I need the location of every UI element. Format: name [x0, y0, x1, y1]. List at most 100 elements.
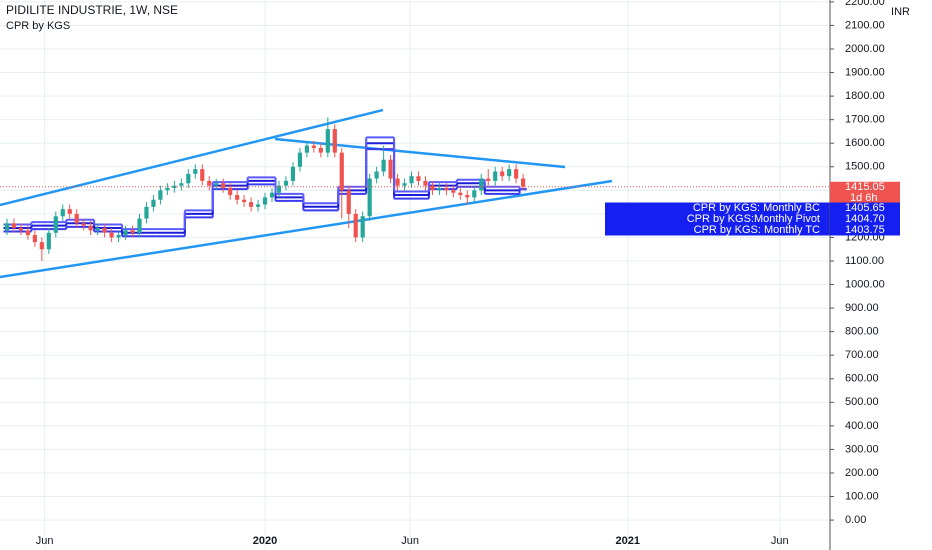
indicator-value-box [830, 202, 900, 214]
x-tick-label: Jun [36, 535, 54, 547]
last-price-label: 1415.05 [845, 181, 885, 193]
last-price-box [830, 181, 900, 204]
y-tick-label: 1900.00 [845, 66, 885, 78]
candle-body [39, 242, 44, 250]
candle-body [423, 180, 428, 186]
indicator-label-box [605, 224, 830, 236]
y-tick-label: 1500.00 [845, 161, 885, 173]
candle-body [339, 152, 344, 191]
candle-body [242, 199, 247, 203]
axis-layer: 0.00 100.00 200.00 300.00 400.00 500.00 600.00… [36, 0, 900, 547]
candle-body [221, 183, 226, 188]
candle-body [11, 223, 17, 229]
y-tick-label: 400.00 [845, 420, 879, 432]
indicator-label: CPR by KGS: Monthly TC [694, 224, 820, 236]
indicator-value-box [830, 224, 900, 236]
y-tick-label: 1600.00 [845, 137, 885, 149]
candle-body [353, 213, 358, 238]
candle-body [235, 195, 240, 200]
candle-body [297, 152, 303, 167]
y-tick-label: 600.00 [845, 373, 879, 385]
candle-body [444, 187, 449, 191]
candle-body [500, 171, 505, 177]
candle-body [416, 176, 421, 181]
chart-title: PIDILITE INDUSTRIE, 1W, NSE [6, 3, 178, 17]
candle-body [255, 204, 261, 207]
y-tick-label: 500.00 [845, 396, 879, 408]
candle-body [165, 187, 170, 191]
candle-body [25, 230, 30, 236]
candle-body [402, 183, 407, 186]
candle-body [409, 176, 414, 184]
x-tick-label: Jun [771, 535, 789, 547]
trend-line [274, 137, 566, 169]
y-tick-label: 1700.00 [845, 114, 885, 126]
y-tick-label: 800.00 [845, 326, 879, 338]
y-tick-label: 0.00 [845, 514, 866, 526]
candle-body [388, 159, 393, 179]
candle-body [158, 190, 163, 200]
candle-body [151, 199, 156, 207]
candle-body [395, 178, 400, 186]
candle-body [207, 180, 212, 186]
candle-body [325, 129, 330, 153]
trend-line [0, 179, 613, 279]
candle-body [486, 178, 491, 181]
y-tick-label: 1100.00 [845, 255, 884, 267]
candle-body [116, 235, 121, 238]
candle-body [346, 190, 351, 214]
candle-body [381, 159, 386, 172]
candle-body [283, 180, 289, 186]
candle-body [311, 145, 316, 148]
candle-body [276, 185, 282, 193]
x-tick-label: 2020 [253, 535, 277, 547]
price-axis [830, 0, 932, 550]
candle-body [228, 187, 233, 196]
candle-body [318, 147, 323, 153]
y-tick-label: 1000.00 [845, 278, 885, 290]
candle-body [109, 232, 114, 238]
candle-body [269, 192, 275, 198]
axis-unit: INR [891, 6, 910, 18]
candle-body [214, 183, 219, 186]
y-tick-label: 2000.00 [845, 43, 885, 55]
trend-line [0, 108, 384, 207]
candle-body [451, 190, 456, 193]
candle-body [144, 206, 149, 219]
candle-body [479, 178, 484, 191]
candle-body [123, 230, 128, 236]
candle-body [332, 129, 337, 153]
candle-body [95, 228, 100, 231]
candle-body [249, 202, 254, 207]
candle-body [179, 183, 184, 186]
candle-body [53, 216, 58, 233]
indicator-value: 1405.65 [845, 202, 885, 214]
candle-body [262, 197, 268, 205]
candle-body [521, 178, 526, 187]
candle-body [18, 228, 24, 231]
candle-body [437, 187, 442, 191]
candle-body [465, 195, 470, 198]
candle-body [430, 185, 435, 191]
candle-body [507, 169, 512, 177]
y-tick-label: 100.00 [845, 490, 879, 502]
y-tick-label: 900.00 [845, 302, 879, 314]
candle-body [137, 218, 142, 233]
y-tick-label: 700.00 [845, 349, 879, 361]
indicator-label: CPR by KGS: Monthly BC [693, 202, 820, 214]
grid-layer [0, 0, 830, 550]
candle-body [290, 166, 296, 181]
indicator-value: 1404.70 [845, 213, 885, 225]
candle-body [360, 216, 365, 238]
candle-body [367, 178, 372, 217]
y-tick-label: 200.00 [845, 467, 879, 479]
candle-body [304, 145, 309, 153]
countdown-label: 1d 6h [850, 192, 878, 204]
candle-body [514, 169, 519, 179]
y-tick-label: 2100.00 [845, 19, 885, 31]
indicator-value: 1403.75 [845, 224, 885, 236]
candle-body [88, 225, 93, 231]
candle-body [472, 190, 477, 198]
